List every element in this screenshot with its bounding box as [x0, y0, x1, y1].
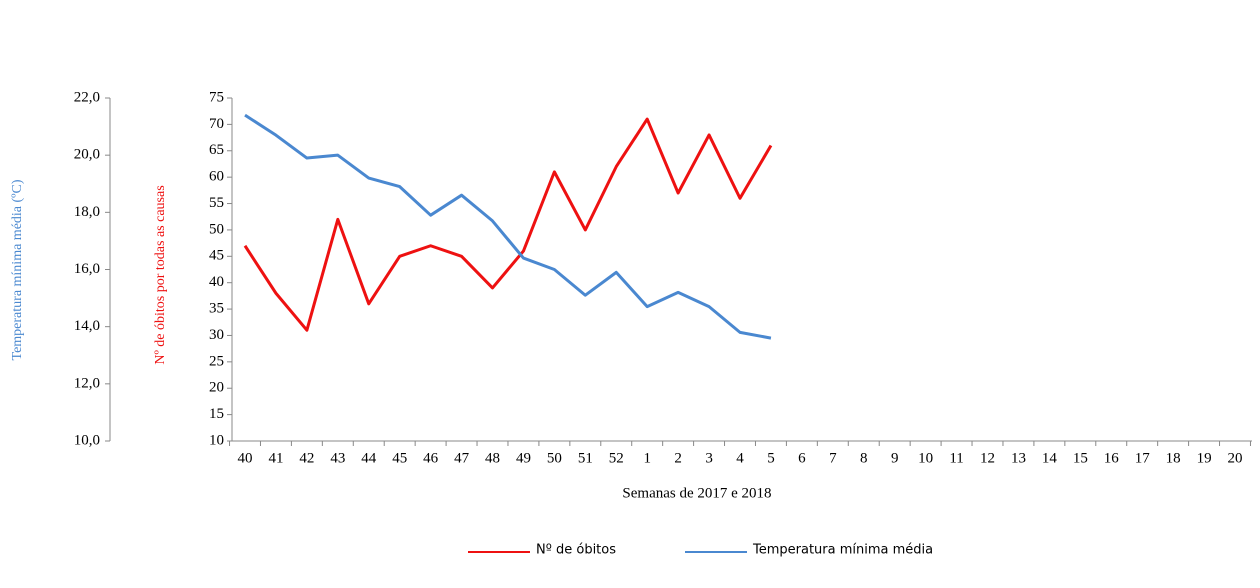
x-tick-label: 52 — [609, 450, 624, 466]
y2-axis-label: Temperatura mínima média (ºC) — [10, 179, 25, 360]
x-tick-label: 43 — [330, 450, 345, 466]
x-tick-label: 9 — [891, 450, 899, 466]
x-tick-label: 3 — [705, 450, 713, 466]
x-tick-label: 51 — [578, 450, 593, 466]
x-tick-label: 10 — [918, 450, 933, 466]
x-tick-label: 17 — [1135, 450, 1151, 466]
y-tick-label: 25 — [209, 353, 224, 369]
x-tick-label: 13 — [1011, 450, 1026, 466]
y-tick-label: 50 — [209, 221, 224, 237]
y-tick-label: 65 — [209, 142, 224, 158]
x-tick-label: 5 — [767, 450, 775, 466]
x-tick-label: 19 — [1197, 450, 1212, 466]
legend-label: Temperatura mínima média — [752, 543, 933, 558]
x-tick-label: 12 — [980, 450, 995, 466]
x-axis-label: Semanas de 2017 e 2018 — [622, 485, 771, 501]
x-tick-label: 14 — [1042, 450, 1058, 466]
x-tick-label: 46 — [423, 450, 439, 466]
y-tick-label: 60 — [209, 169, 224, 185]
y2-tick-label: 16,0 — [74, 261, 100, 277]
x-tick-label: 41 — [268, 450, 283, 466]
y-axis-label: Nº de óbitos por todas as causas — [153, 185, 168, 364]
x-tick-label: 45 — [392, 450, 407, 466]
x-tick-label: 11 — [949, 450, 963, 466]
y2-tick-label: 20,0 — [74, 147, 100, 163]
y2-tick-label: 10,0 — [74, 432, 100, 448]
y-tick-label: 20 — [209, 380, 224, 396]
y-tick-label: 75 — [209, 89, 224, 105]
x-tick-label: 48 — [485, 450, 500, 466]
x-tick-label: 18 — [1166, 450, 1181, 466]
x-tick-label: 8 — [860, 450, 868, 466]
x-tick-label: 16 — [1104, 450, 1120, 466]
x-tick-label: 42 — [299, 450, 314, 466]
y2-tick-label: 22,0 — [74, 89, 100, 105]
y2-tick-label: 14,0 — [74, 318, 100, 334]
x-tick-label: 2 — [674, 450, 682, 466]
y-tick-label: 10 — [209, 432, 224, 448]
x-tick-label: 4 — [736, 450, 744, 466]
x-tick-label: 44 — [361, 450, 377, 466]
x-tick-label: 15 — [1073, 450, 1088, 466]
y-tick-label: 70 — [209, 116, 224, 132]
series-line — [243, 117, 773, 332]
y-tick-label: 15 — [209, 406, 224, 422]
y2-tick-label: 18,0 — [74, 204, 100, 220]
x-tick-label: 40 — [238, 450, 253, 466]
x-tick-label: 50 — [547, 450, 562, 466]
x-tick-label: 20 — [1228, 450, 1243, 466]
x-tick-label: 1 — [643, 450, 651, 466]
x-tick-label: 6 — [798, 450, 806, 466]
y-tick-label: 55 — [209, 195, 224, 211]
y-tick-label: 45 — [209, 248, 224, 264]
y-tick-label: 40 — [209, 274, 224, 290]
y-tick-label: 35 — [209, 301, 224, 317]
y-tick-label: 30 — [209, 327, 224, 343]
y2-tick-label: 12,0 — [74, 375, 100, 391]
series-line — [244, 113, 772, 340]
legend-label: Nº de óbitos — [536, 543, 616, 558]
x-tick-label: 7 — [829, 450, 837, 466]
x-tick-label: 47 — [454, 450, 470, 466]
x-tick-label: 49 — [516, 450, 531, 466]
